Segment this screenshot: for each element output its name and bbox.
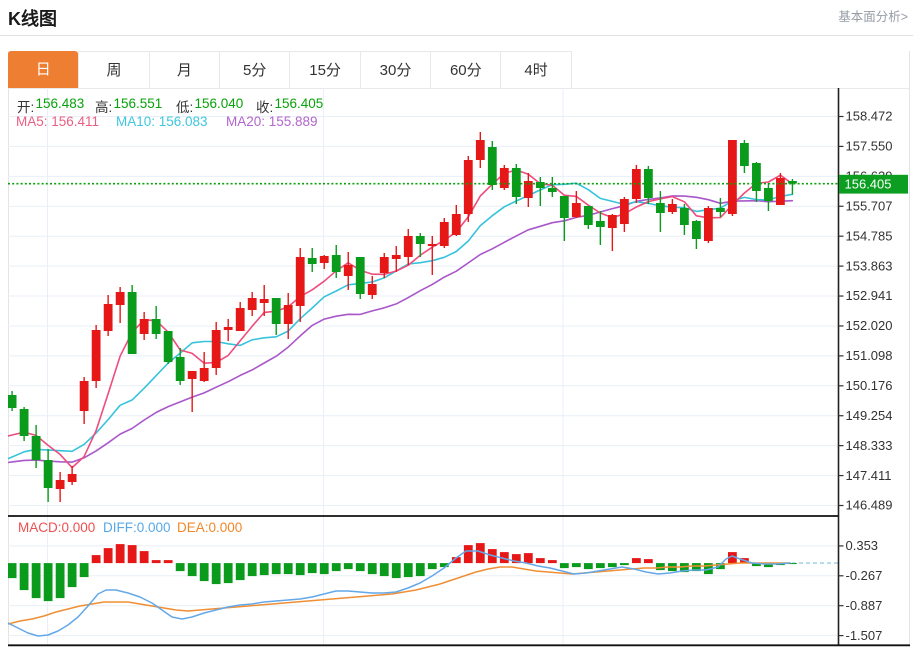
svg-text:146.489: 146.489: [846, 498, 893, 513]
svg-text:155.707: 155.707: [846, 198, 893, 213]
svg-text:147.411: 147.411: [846, 468, 892, 483]
svg-text:158.472: 158.472: [846, 109, 893, 124]
svg-text:153.863: 153.863: [846, 258, 893, 273]
svg-text:151.098: 151.098: [846, 348, 893, 363]
svg-text:154.785: 154.785: [846, 228, 893, 243]
svg-text:157.550: 157.550: [846, 139, 893, 154]
svg-text:-0.267: -0.267: [846, 568, 883, 583]
svg-text:148.333: 148.333: [846, 438, 893, 453]
svg-text:152.941: 152.941: [846, 288, 893, 303]
svg-text:152.020: 152.020: [846, 318, 893, 333]
svg-text:-0.887: -0.887: [846, 598, 883, 613]
svg-text:-1.507: -1.507: [846, 628, 883, 643]
svg-text:150.176: 150.176: [846, 378, 893, 393]
svg-text:149.254: 149.254: [846, 408, 893, 423]
svg-text:0.353: 0.353: [846, 538, 879, 553]
svg-text:156.405: 156.405: [845, 176, 892, 191]
